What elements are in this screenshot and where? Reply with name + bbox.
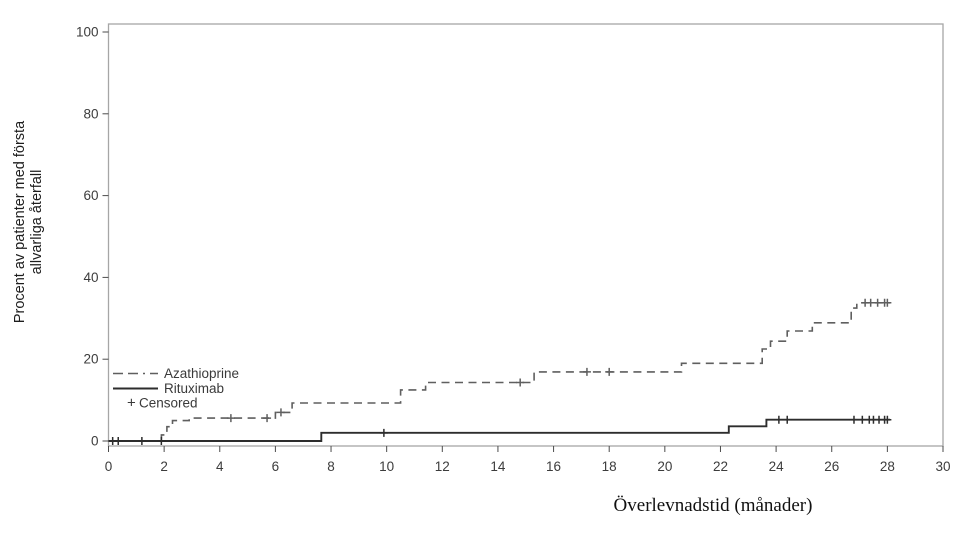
y-axis-ticks: 0 20 40 60 80 100: [76, 25, 109, 449]
x-tick-label: 18: [602, 459, 617, 474]
y-tick-label: 20: [83, 352, 98, 367]
censored-marker-azathioprine: [516, 378, 525, 387]
censored-marker-rituximab: [883, 415, 892, 424]
y-tick-label: 0: [91, 434, 99, 449]
legend-azathioprine-label: Azathioprine: [164, 366, 239, 381]
x-tick-label: 0: [105, 459, 113, 474]
legend: Azathioprine Rituximab + Censored: [113, 366, 239, 412]
censored-marker-azathioprine: [866, 298, 875, 307]
x-axis-title: Överlevnadstid (månader): [614, 495, 813, 516]
y-axis-title-line2: allvarliga återfall: [29, 170, 45, 275]
x-tick-label: 12: [435, 459, 450, 474]
y-axis-title-line1: Procent av patienter med första: [12, 120, 28, 323]
x-tick-label: 14: [490, 459, 506, 474]
censored-marker-azathioprine: [226, 414, 235, 423]
x-tick-label: 22: [713, 459, 728, 474]
censored-marker-rituximab: [858, 415, 867, 424]
plot-frame: [107, 23, 944, 447]
censored-marker-rituximab: [849, 415, 858, 424]
censored-marker-rituximab: [783, 415, 792, 424]
censored-marker-azathioprine: [605, 367, 614, 376]
y-tick-label: 40: [83, 270, 98, 285]
censored-markers: [108, 298, 892, 445]
x-axis-ticks: 0 2 4 6 8 10 12 14 16 18 20 22 24 26 28 30: [105, 446, 951, 474]
curve-rituximab: [108, 418, 891, 442]
curve-azathioprine: [108, 302, 891, 442]
censored-marker-rituximab: [114, 437, 123, 445]
legend-censored-marker: +: [127, 395, 136, 412]
x-tick-label: 30: [935, 459, 950, 474]
censored-marker-azathioprine: [873, 298, 882, 307]
y-axis-title: Procent av patienter med första allvarli…: [12, 120, 45, 323]
x-tick-label: 26: [824, 459, 839, 474]
censored-marker-rituximab: [774, 415, 783, 424]
censored-marker-azathioprine: [582, 367, 591, 376]
x-tick-label: 28: [880, 459, 895, 474]
x-tick-label: 8: [327, 459, 335, 474]
x-tick-label: 20: [657, 459, 672, 474]
y-tick-label: 100: [76, 25, 99, 40]
censored-marker-rituximab: [157, 437, 166, 445]
x-tick-label: 16: [546, 459, 561, 474]
legend-rituximab-label: Rituximab: [164, 381, 224, 396]
censored-marker-rituximab: [137, 437, 146, 445]
y-tick-label: 60: [83, 188, 98, 203]
x-tick-label: 24: [769, 459, 785, 474]
x-tick-label: 4: [216, 459, 224, 474]
x-tick-label: 2: [160, 459, 168, 474]
series-curves: [108, 302, 891, 442]
censored-marker-rituximab: [379, 428, 388, 437]
censored-marker-azathioprine: [263, 414, 272, 423]
y-tick-label: 80: [83, 106, 98, 121]
censored-marker-azathioprine: [276, 408, 285, 417]
x-tick-label: 10: [379, 459, 394, 474]
censored-marker-azathioprine: [883, 298, 892, 307]
legend-censored-label: Censored: [139, 396, 198, 411]
x-tick-label: 6: [272, 459, 280, 474]
